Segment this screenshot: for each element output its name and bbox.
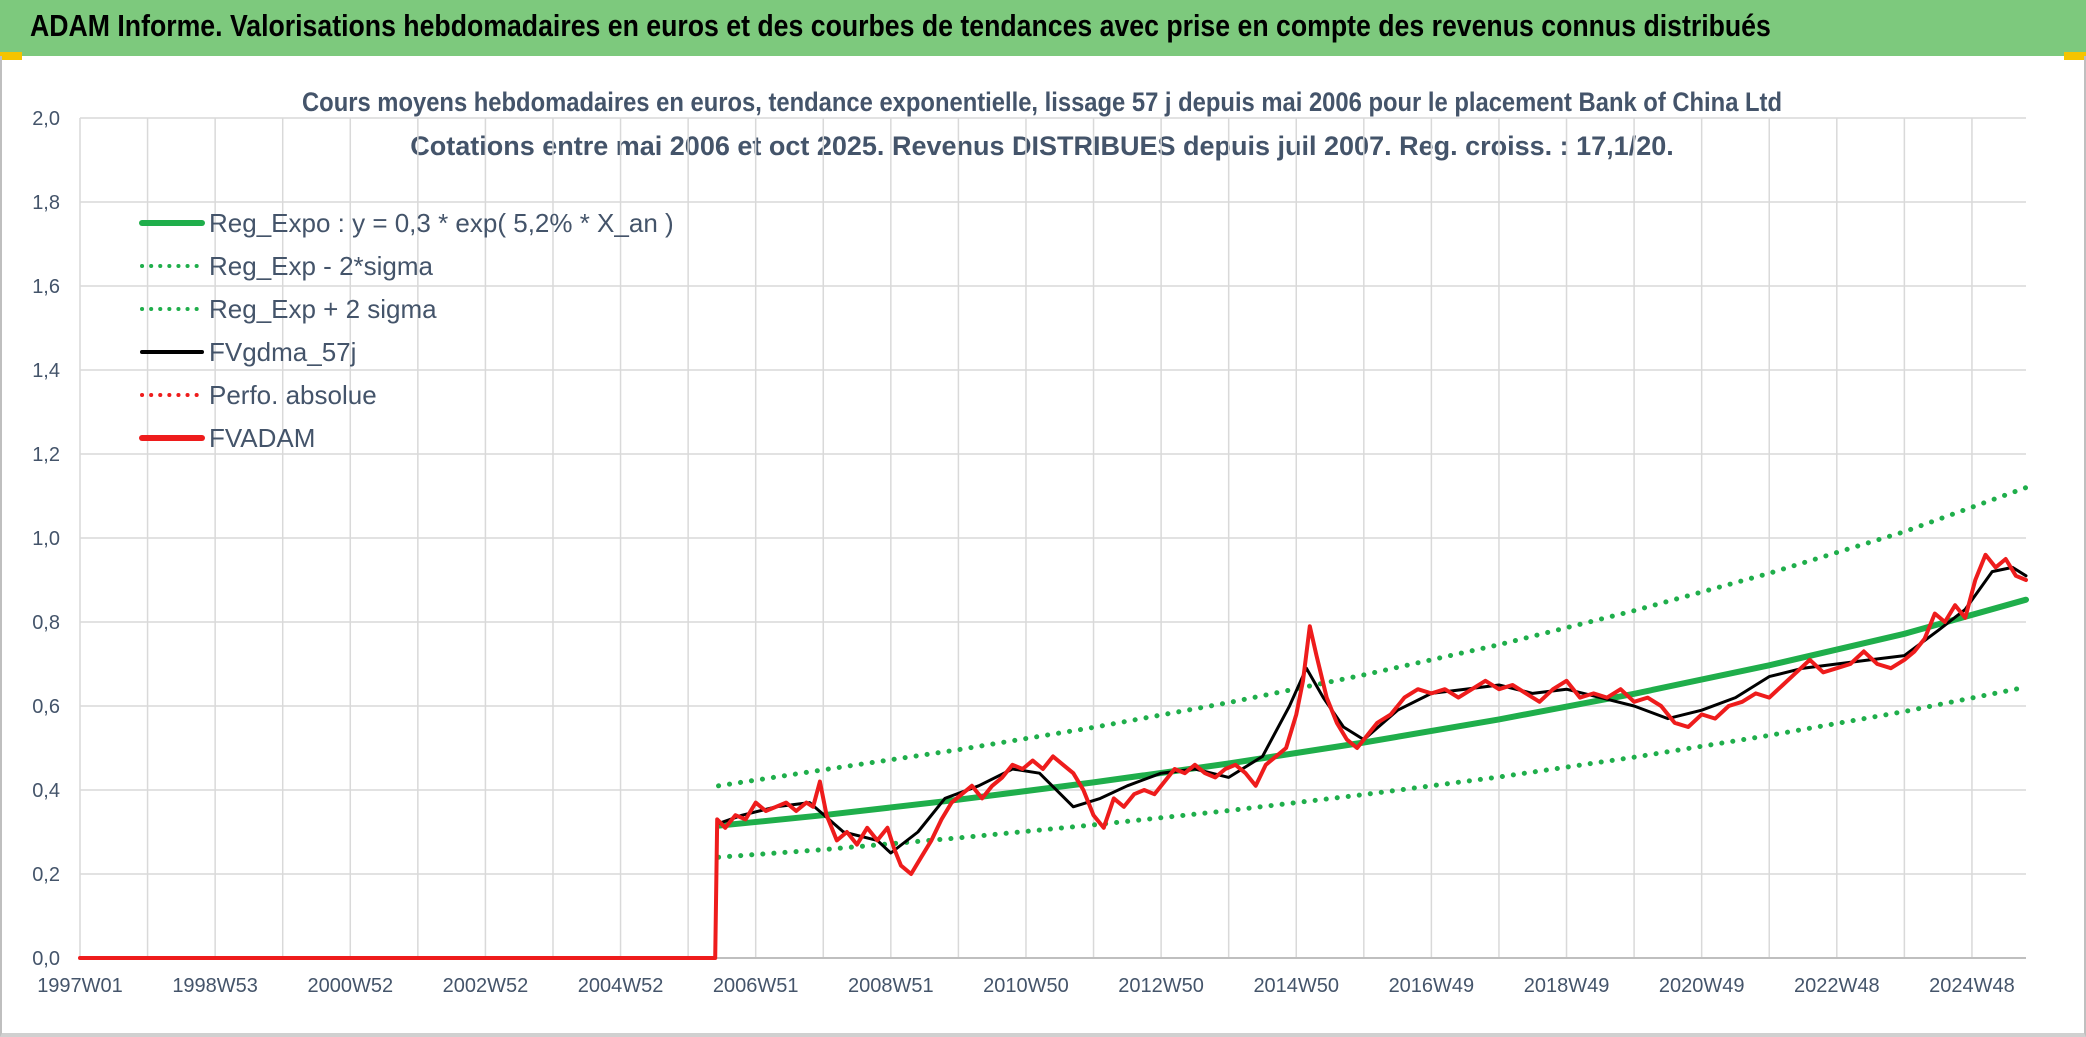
y-tick-label: 0,4 <box>32 780 60 802</box>
x-tick-label: 2018W49 <box>1524 975 1610 997</box>
legend-label: Reg_Expo : y = 0,3 * exp( 5,2% * X_an ) <box>209 208 674 238</box>
corner-marker-right <box>2064 52 2086 60</box>
legend-label: Perfo. absolue <box>209 380 377 410</box>
legend-label: FVgdma_57j <box>209 337 356 367</box>
legend: Reg_Expo : y = 0,3 * exp( 5,2% * X_an ) R… <box>139 208 674 453</box>
x-tick-label: 2006W51 <box>713 975 799 997</box>
legend-label: Reg_Exp - 2*sigma <box>209 251 434 281</box>
series-line-2 <box>716 684 2029 860</box>
corner-marker-left <box>0 52 22 60</box>
y-tick-label: 0,8 <box>32 612 60 634</box>
grid-lines <box>79 117 2026 959</box>
x-tick-label: 2000W52 <box>307 975 393 997</box>
y-tick-label: 0,2 <box>32 864 60 886</box>
series-line-1 <box>715 596 2029 829</box>
x-tick-label: 2020W49 <box>1659 975 1745 997</box>
x-tick-label: 2016W49 <box>1389 975 1475 997</box>
y-tick-label: 1,2 <box>32 444 60 466</box>
x-tick-label: 1998W53 <box>172 975 258 997</box>
x-tick-label: 2024W48 <box>1929 975 2015 997</box>
chart-title-line1: Cours moyens hebdomadaires en euros, ten… <box>302 87 1782 117</box>
series-line-6 <box>78 552 2028 960</box>
report-title: ADAM Informe. Valorisations hebdomadaire… <box>30 8 1771 43</box>
series-line-4 <box>717 565 2028 855</box>
x-tick-label: 2014W50 <box>1253 975 1339 997</box>
x-tick-label: 2022W48 <box>1794 975 1880 997</box>
x-tick-label: 2012W50 <box>1118 975 1204 997</box>
series-lines <box>78 485 2029 960</box>
series-line-3 <box>716 485 2029 789</box>
y-tick-label: 0,6 <box>32 696 60 718</box>
legend-label: FVADAM <box>209 423 315 453</box>
y-tick-label: 1,0 <box>32 528 60 550</box>
y-tick-label: 1,4 <box>32 360 60 382</box>
y-axis-ticks: 0,0 0,2 0,4 0,6 0,8 1,0 1,2 1,4 1,6 1,8 2,0 <box>32 108 60 970</box>
x-tick-label: 2004W52 <box>578 975 664 997</box>
y-tick-label: 2,0 <box>32 108 60 130</box>
chart-title-line2: Cotations entre mai 2006 et oct 2025. Re… <box>410 131 1673 161</box>
x-axis-ticks: 1997W01 1998W53 2000W52 2002W52 2004W52 2006W… <box>37 975 2015 997</box>
legend-label: Reg_Exp + 2 sigma <box>209 294 437 324</box>
y-tick-label: 1,6 <box>32 276 60 298</box>
y-tick-label: 0,0 <box>32 948 60 970</box>
x-tick-label: 1997W01 <box>37 975 123 997</box>
x-tick-label: 2002W52 <box>443 975 529 997</box>
y-tick-label: 1,8 <box>32 192 60 214</box>
chart-frame <box>0 56 2086 1037</box>
title-banner: ADAM Informe. Valorisations hebdomadaire… <box>0 0 2086 56</box>
x-tick-label: 2010W50 <box>983 975 1069 997</box>
x-tick-label: 2008W51 <box>848 975 934 997</box>
